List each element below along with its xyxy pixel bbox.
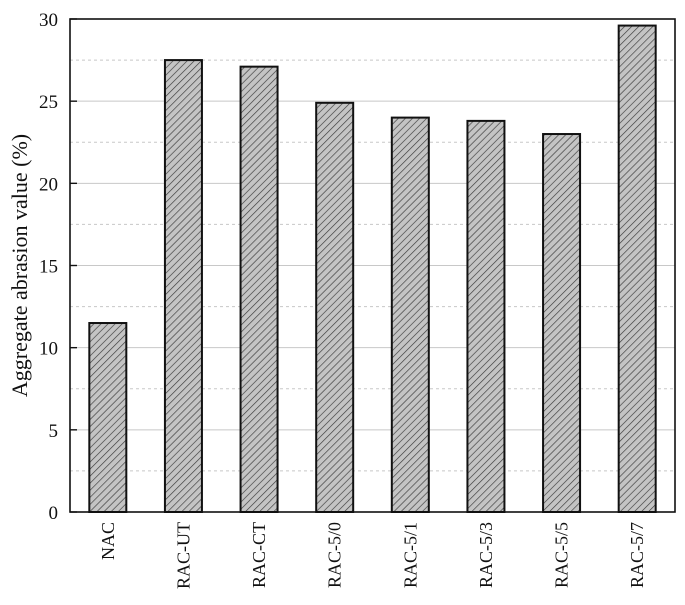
bars bbox=[88, 24, 657, 514]
x-category-label: RAC-CT bbox=[249, 522, 269, 588]
bar bbox=[163, 59, 203, 513]
y-tick-label: 25 bbox=[39, 92, 58, 113]
bar bbox=[617, 24, 657, 513]
y-tick-label: 15 bbox=[39, 257, 58, 278]
y-axis-ticks: 0 5 10 15 20 25 30 bbox=[39, 10, 77, 524]
y-tick-label: 20 bbox=[39, 174, 58, 195]
x-category-label: RAC-5/3 bbox=[476, 522, 496, 588]
gridlines bbox=[70, 59, 675, 472]
x-category-label: RAC-UT bbox=[173, 522, 193, 589]
x-category-label: NAC bbox=[98, 522, 118, 560]
y-tick-label: 30 bbox=[39, 10, 58, 31]
y-tick-label: 10 bbox=[39, 339, 58, 360]
y-tick-label: 0 bbox=[49, 503, 59, 524]
bar bbox=[466, 119, 506, 514]
x-axis-category-labels: NAC RAC-UT RAC-CT RAC-5/0 RAC-5/1 RAC-5/3 RAC-… bbox=[98, 522, 647, 589]
y-axis-title: Aggregate abrasion value (%) bbox=[7, 134, 32, 397]
y-tick-label: 5 bbox=[49, 421, 59, 442]
x-category-label: RAC-5/5 bbox=[552, 522, 572, 588]
bar bbox=[88, 322, 128, 513]
bar bbox=[390, 116, 430, 513]
x-category-label: RAC-5/0 bbox=[325, 522, 345, 588]
x-category-label: RAC-5/7 bbox=[627, 522, 647, 588]
bar bbox=[315, 101, 355, 513]
bar bbox=[542, 133, 582, 514]
bar bbox=[239, 65, 279, 513]
x-category-label: RAC-5/1 bbox=[400, 522, 420, 588]
